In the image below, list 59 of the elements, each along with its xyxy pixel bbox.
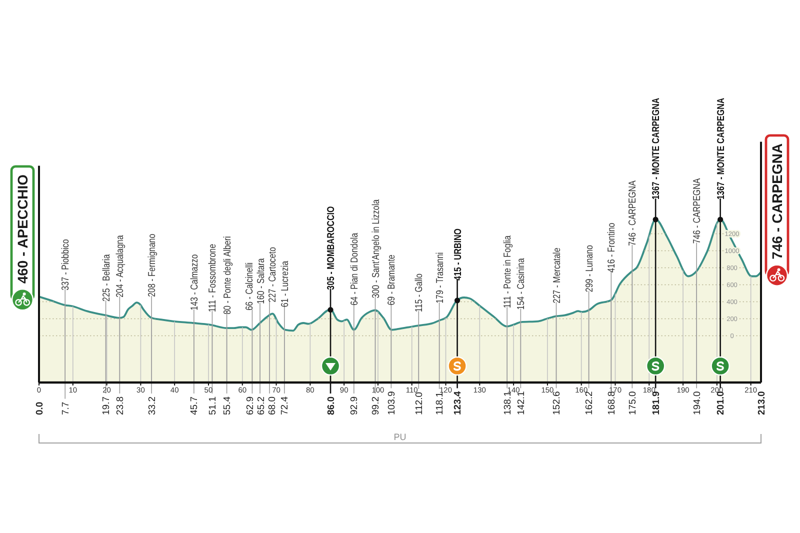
x-tick-label: 86.0 <box>326 396 337 415</box>
annotation: 1367 - MONTE CARPEGNA <box>714 97 726 200</box>
x-tick-label: 138.1 <box>502 391 514 415</box>
ref-line-label: 227 - Cartoceto <box>266 247 278 302</box>
annotation: 746 - CARPEGNA <box>769 143 786 260</box>
ref-line-label: 143 - Calmazzo <box>188 254 200 310</box>
annotation: 305 - MOMBAROCCIO <box>325 206 336 290</box>
x-tick-label: 72.4 <box>280 396 291 415</box>
ref-line-label: 416 - Frontino <box>606 222 617 273</box>
x-tick-label: 99.2 <box>370 396 382 415</box>
annotation: 460 - APECCHIO <box>14 174 31 284</box>
ref-line-label: 160 - Saltara <box>255 257 266 304</box>
ref-line-label: 66 - Calcinelli <box>244 262 255 310</box>
ref-line-label: 64 - Pian di Dondola <box>348 232 360 306</box>
x-tick-label: 68.0 <box>266 396 278 415</box>
ref-line-label: 69 - Bramante <box>386 254 397 306</box>
x-tick-label: 181.9 <box>650 391 662 415</box>
x-tick-label: 168.8 <box>606 391 618 415</box>
x-tick-label: 7.7 <box>60 402 72 415</box>
x-tick-label: 112.0 <box>414 392 425 415</box>
x-tick-label: 162.2 <box>584 391 596 415</box>
ref-line-label: 300 - Sant'Angelo in Lizzola <box>370 198 381 298</box>
ref-line-label: 111 - Fossombrone <box>206 244 218 312</box>
ref-line-label: 111 - Ponte in Foglia <box>502 234 513 308</box>
x-tick-label: 62.9 <box>244 396 256 415</box>
annotation: 415 - URBINO <box>452 228 463 280</box>
ref-line-label: 154 - Casinina <box>515 257 526 310</box>
x-tick-label: 92.9 <box>349 396 360 415</box>
x-tick-label: 51.1 <box>208 396 219 415</box>
x-tick-label: 23.8 <box>115 396 126 415</box>
x-tick-label: 201.0 <box>716 391 727 415</box>
x-tick-label: 0.0 <box>34 402 46 415</box>
x-tick-label: 142.1 <box>516 391 527 415</box>
x-tick-label: 65.2 <box>256 396 267 415</box>
x-tick-label: 45.7 <box>189 396 200 415</box>
ref-line-label: 746 - CARPEGNA <box>691 177 702 244</box>
x-tick-label: 123.4 <box>452 390 464 415</box>
x-tick-label: 152.6 <box>552 391 563 415</box>
x-tick-label: 213.0 <box>756 391 768 415</box>
ref-line-label: 61 - Lucrezia <box>279 260 290 308</box>
ref-line-label: 179 - Trasanni <box>434 252 446 304</box>
x-tick-label: 194.0 <box>692 391 703 415</box>
x-tick-label: 103.9 <box>386 391 398 415</box>
x-tick-label: 118.1 <box>434 392 446 415</box>
ref-line-label: 299 - Lunano <box>583 244 595 292</box>
ref-line-label: 115 - Gallo <box>413 274 424 312</box>
ref-line-label: 204 - Acqualagna <box>114 234 126 298</box>
ref-line-label: 225 - Bellaria <box>100 254 112 302</box>
ref-line-label: 337 - Piobbico <box>60 239 71 290</box>
annotation: 1367 - MONTE CARPEGNA <box>650 97 662 200</box>
text: PU <box>394 432 406 442</box>
x-tick-label: 33.2 <box>146 396 158 415</box>
ref-line-label: 208 - Fermignano <box>146 234 158 297</box>
x-tick-label: 19.7 <box>101 396 112 415</box>
ref-line-label: 746 - CARPEGNA <box>626 180 638 246</box>
ref-line-label: 80 - Ponte degli Alberi <box>221 236 232 314</box>
x-tick-label: 175.0 <box>628 391 639 415</box>
x-tick-label: 55.4 <box>222 396 234 415</box>
ref-line-label: 227 - Mercatale <box>550 248 562 304</box>
